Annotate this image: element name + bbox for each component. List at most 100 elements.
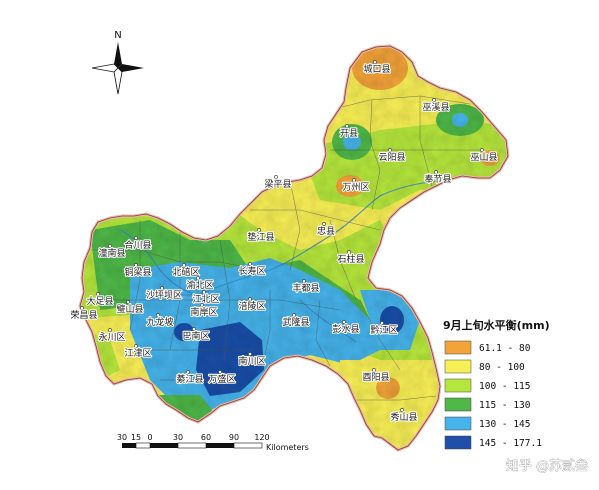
- legend-item: 145 - 177.1: [444, 435, 542, 450]
- place-marker: [186, 370, 190, 374]
- compass-north-point: [114, 42, 122, 68]
- place-label: 彭水县: [332, 323, 359, 335]
- place-label: 大足县: [86, 295, 113, 307]
- place-shapingba: 沙坪坝区: [145, 286, 183, 302]
- place-label: 秀山县: [390, 411, 417, 423]
- place-label: 九龙坡: [146, 316, 173, 328]
- place-marker: [218, 370, 222, 374]
- place-fengdu: 丰都县: [291, 279, 321, 295]
- place-marker: [480, 148, 484, 152]
- place-label: 梁平县: [264, 178, 291, 190]
- compass-east-point: [118, 64, 144, 72]
- place-marker: [192, 327, 196, 331]
- legend-item: 115 - 130: [444, 397, 531, 412]
- place-tongliang: 铜梁县: [123, 263, 153, 279]
- place-label: 沙坪坝区: [146, 290, 182, 301]
- place-marker: [248, 297, 252, 301]
- place-wanzhou: 万州区: [341, 178, 371, 194]
- place-dianjiang: 垫江县: [246, 228, 276, 244]
- place-pengshui: 彭水县: [331, 320, 361, 336]
- place-fuling: 涪陵区: [237, 297, 267, 313]
- place-hechuan: 合川县: [123, 236, 153, 252]
- place-label: 南岸区: [190, 306, 217, 318]
- place-yubei: 渝北区: [185, 276, 215, 292]
- scale-unit: Kilometers: [266, 443, 309, 452]
- place-label: 城口县: [363, 64, 390, 75]
- scale-tick-label: 30: [173, 433, 183, 442]
- place-marker: [134, 236, 138, 240]
- watermark: 知乎 @苏贰叁: [506, 458, 588, 474]
- place-wuxi: 巫溪县: [421, 98, 451, 114]
- place-zhongxian: 忠县: [316, 222, 336, 238]
- legend-range: 115 - 130: [479, 400, 531, 411]
- place-shizhu: 石柱县: [336, 250, 366, 266]
- place-xiushan: 秀山县: [389, 408, 419, 424]
- place-label: 潼南县: [98, 247, 125, 259]
- place-marker: [156, 313, 160, 317]
- scale-tick-label: 90: [229, 433, 239, 442]
- place-marker: [352, 178, 356, 182]
- legend-range: 145 - 177.1: [479, 438, 542, 449]
- legend-swatch: [444, 397, 472, 412]
- compass-south-point: [113, 67, 123, 95]
- place-jiangjin: 江津区: [123, 344, 153, 360]
- place-beibei: 北碚区: [171, 263, 201, 279]
- place-label: 开县: [340, 128, 358, 139]
- scale-tick-label: 30: [117, 433, 127, 442]
- place-wansheng: 万盛区: [207, 370, 237, 386]
- legend-item: 61.1 - 80: [444, 340, 531, 355]
- legend-item: 80 - 100: [444, 359, 525, 374]
- place-label: 石柱县: [337, 253, 364, 265]
- legend-item: 130 - 145: [444, 416, 530, 431]
- scale-tick-label: 120: [254, 433, 269, 442]
- place-marker: [373, 60, 377, 64]
- place-label: 巫溪县: [422, 101, 449, 113]
- place-label: 綦江县: [176, 373, 203, 385]
- place-marker: [322, 222, 326, 226]
- place-label: 巫山县: [470, 152, 497, 163]
- place-wushan: 巫山县: [469, 148, 499, 164]
- place-wulong: 武隆县: [281, 313, 311, 329]
- place-marker: [274, 175, 278, 179]
- place-marker: [80, 306, 84, 310]
- place-label: 铜梁县: [124, 266, 151, 278]
- place-marker: [345, 124, 349, 128]
- place-marker: [347, 250, 351, 254]
- north-arrow: N: [91, 30, 144, 95]
- legend-range: 80 - 100: [479, 362, 525, 373]
- place-label: 万盛区: [208, 373, 235, 385]
- place-marker: [108, 244, 112, 248]
- place-label: 璧山县: [116, 303, 143, 315]
- place-jiangbei: 江北区: [191, 290, 221, 306]
- place-banan: 巴南区: [181, 327, 211, 343]
- place-label: 忠县: [317, 226, 335, 237]
- place-marker: [292, 313, 296, 317]
- scale-bar: 30 15 0 30 60 90 120 Kilometers: [117, 433, 309, 452]
- place-marker: [372, 368, 376, 372]
- place-yongchuan: 永川区: [97, 328, 127, 344]
- legend: 9月上旬水平衡(mm) 61.1 - 80 80 - 100 100 - 115 11…: [443, 318, 550, 450]
- place-bishan: 璧山县: [115, 300, 145, 316]
- place-label: 万州区: [342, 182, 369, 193]
- place-marker: [108, 328, 112, 332]
- place-changshou: 长寿区: [237, 262, 267, 278]
- place-marker: [200, 303, 204, 307]
- scale-tick-label: 0: [147, 433, 152, 442]
- place-liangping: 梁平县: [263, 175, 293, 191]
- place-label: 荣昌县: [70, 309, 97, 321]
- legend-item: 100 - 115: [444, 378, 530, 393]
- place-nanan: 南岸区: [189, 303, 219, 319]
- place-marker: [134, 344, 138, 348]
- place-label: 江津区: [124, 348, 151, 359]
- place-marker: [126, 300, 130, 304]
- place-label: 丰都县: [292, 282, 319, 294]
- place-marker: [202, 290, 206, 294]
- place-label: 北碚区: [172, 266, 199, 278]
- place-dazu: 大足县: [85, 292, 115, 308]
- compass-west-point: [91, 63, 119, 73]
- legend-title: 9月上旬水平衡(mm): [443, 318, 550, 332]
- place-qianjiang: 黔江区: [369, 321, 399, 337]
- legend-swatch: [444, 435, 472, 450]
